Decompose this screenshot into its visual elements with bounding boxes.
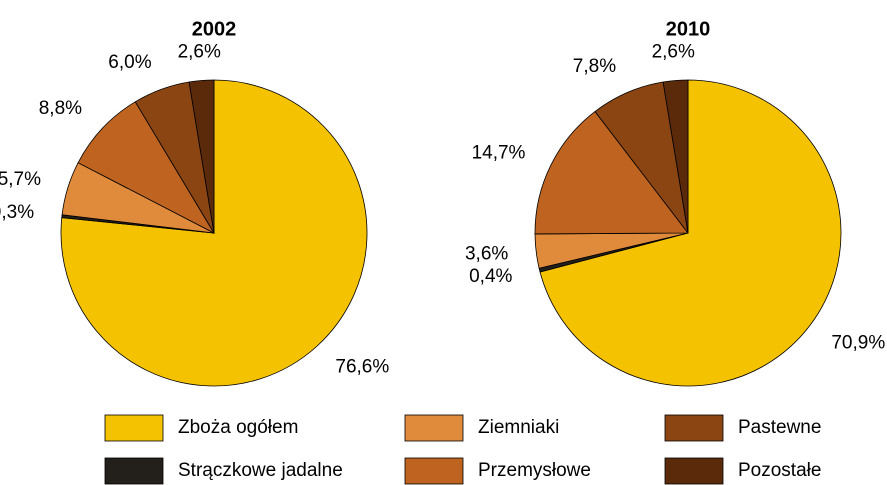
legend-swatch [664,414,724,442]
data-label: 5,7% [0,169,41,190]
legend-label: Strączkowe jadalne [178,460,343,481]
data-label: 14,7% [472,142,526,163]
chart-title: 2002 [192,18,237,40]
legend-label: Zboża ogółem [178,417,298,438]
legend-label: Pastewne [738,417,821,438]
legend-swatch [404,457,464,485]
pie-slice [77,101,216,235]
legend-swatch [404,414,464,442]
data-label: 8,8% [39,98,82,119]
data-label: 0,4% [469,266,512,287]
data-label: 70,9% [831,333,885,354]
chart-title: 2010 [666,18,711,40]
legend-label: Przemysłowe [478,460,591,481]
data-label: 2,6% [652,42,695,63]
data-label: 0,3% [0,202,34,223]
pie-slice [534,110,689,235]
data-label: 76,6% [335,356,389,377]
data-label: 7,8% [573,56,616,77]
pie-slice [539,79,842,387]
pie-slice [188,79,215,234]
legend-swatch [664,457,724,485]
legend-label: Ziemniaki [478,417,559,438]
data-label: 2,6% [178,42,221,63]
data-label: 6,0% [108,52,151,73]
legend-label: Pozostałe [738,460,821,481]
legend-swatch [104,457,164,485]
pie-slice [662,79,689,234]
legend-swatch [104,414,164,442]
data-label: 3,6% [465,244,508,265]
